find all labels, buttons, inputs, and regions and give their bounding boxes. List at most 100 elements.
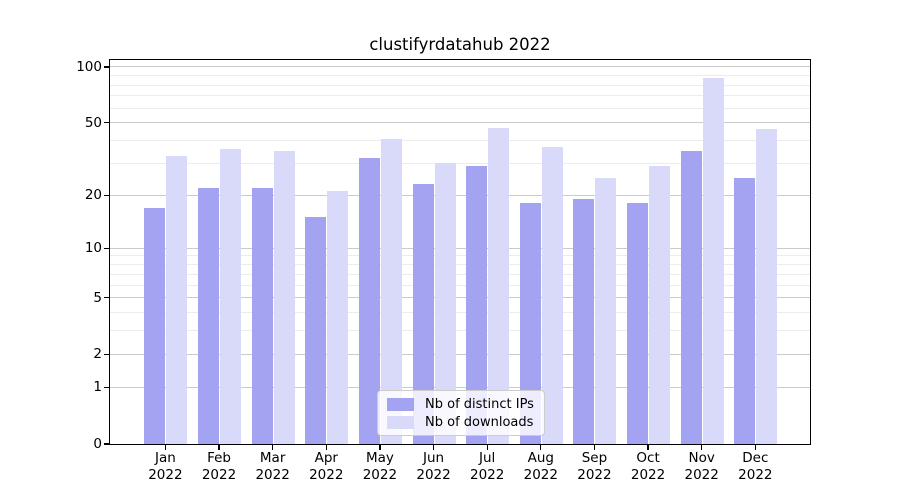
x-tick-label-may: May 2022 — [345, 450, 415, 483]
x-tick-year: 2022 — [738, 466, 773, 483]
y-tick-label-5: 5 — [93, 289, 102, 306]
legend-swatch-distinct-ips — [387, 397, 414, 411]
x-tick-month: Sep — [581, 450, 608, 466]
x-tick-month: Aug — [527, 450, 554, 466]
legend-swatch-downloads — [387, 415, 414, 429]
x-tick-month: May — [365, 450, 394, 466]
bar-downloads-jun — [434, 163, 456, 444]
bar-distinct-ips-may — [358, 158, 380, 444]
y-tick-10 — [104, 247, 110, 249]
bar-distinct-ips-apr — [305, 217, 327, 444]
bar-distinct-ips-dec — [734, 177, 756, 444]
x-tick-year: 2022 — [201, 466, 237, 483]
gridline-minor-40 — [110, 140, 810, 142]
legend: Nb of distinct IPs Nb of downloads — [377, 390, 545, 436]
x-tick-year: 2022 — [148, 466, 183, 483]
y-tick-label-20: 20 — [84, 187, 102, 204]
bar-downloads-may — [380, 138, 402, 444]
bar-downloads-nov — [702, 78, 724, 444]
bar-downloads-aug — [541, 146, 563, 444]
x-tick-year: 2022 — [577, 466, 612, 483]
y-tick-20 — [104, 194, 110, 196]
x-tick-month: Jan — [154, 450, 176, 466]
bar-distinct-ips-mar — [251, 187, 273, 444]
y-tick-50 — [104, 122, 110, 124]
x-tick-nov — [701, 445, 703, 450]
x-tick-month: Dec — [742, 450, 769, 466]
gridline-major-5 — [110, 297, 810, 299]
gridline-major-50 — [110, 122, 810, 124]
bar-distinct-ips-sep — [573, 199, 595, 444]
y-tick-label-1: 1 — [93, 379, 102, 396]
x-tick-label-oct: Oct 2022 — [613, 450, 683, 483]
x-tick-mar — [272, 445, 274, 450]
x-tick-label-jun: Jun 2022 — [399, 450, 469, 483]
x-tick-label-sep: Sep 2022 — [559, 450, 629, 483]
gridline-minor-80 — [110, 84, 810, 86]
gridline-minor-6 — [110, 284, 810, 286]
x-tick-month: Feb — [207, 450, 231, 466]
gridline-major-10 — [110, 247, 810, 249]
bar-downloads-feb — [220, 149, 242, 444]
x-tick-month: Mar — [259, 450, 286, 466]
y-tick-label-2: 2 — [93, 346, 102, 363]
x-tick-label-dec: Dec 2022 — [720, 450, 790, 483]
y-tick-label-10: 10 — [84, 240, 102, 257]
y-tick-label-0: 0 — [93, 436, 102, 452]
bar-distinct-ips-feb — [198, 187, 220, 444]
legend-entry-downloads: Nb of downloads — [387, 413, 535, 431]
x-tick-label-apr: Apr 2022 — [291, 450, 361, 483]
y-tick-1 — [104, 386, 110, 388]
x-tick-jul — [486, 445, 488, 450]
x-tick-year: 2022 — [523, 466, 558, 483]
x-tick-year: 2022 — [684, 466, 719, 483]
x-tick-year: 2022 — [630, 466, 666, 483]
gridline-minor-3 — [110, 330, 810, 332]
legend-label-distinct-ips: Nb of distinct IPs — [425, 396, 534, 412]
x-tick-label-jan: Jan 2022 — [130, 450, 200, 483]
y-tick-label-100: 100 — [76, 58, 102, 75]
gridline-minor-7 — [110, 273, 810, 275]
gridline-minor-4 — [110, 312, 810, 314]
gridline-major-20 — [110, 194, 810, 196]
x-tick-year: 2022 — [469, 466, 505, 483]
legend-entry-distinct-ips: Nb of distinct IPs — [387, 395, 535, 413]
gridline-minor-30 — [110, 162, 810, 164]
bar-distinct-ips-aug — [519, 203, 541, 444]
bar-distinct-ips-nov — [680, 151, 702, 444]
bar-distinct-ips-jun — [412, 184, 434, 444]
bar-downloads-apr — [327, 191, 349, 444]
x-tick-month: Oct — [636, 450, 660, 466]
bar-downloads-sep — [595, 177, 617, 444]
plot-area — [109, 59, 811, 445]
x-tick-dec — [754, 445, 756, 450]
x-tick-apr — [325, 445, 327, 450]
bar-downloads-jan — [166, 155, 188, 444]
bar-distinct-ips-oct — [627, 203, 649, 444]
x-tick-aug — [540, 445, 542, 450]
x-tick-year: 2022 — [416, 466, 451, 483]
y-tick-label-50: 50 — [84, 114, 102, 131]
x-tick-label-feb: Feb 2022 — [184, 450, 254, 483]
bar-downloads-oct — [649, 166, 671, 444]
legend-label-downloads: Nb of downloads — [425, 414, 534, 430]
gridline-minor-9 — [110, 255, 810, 257]
gridline-minor-90 — [110, 74, 810, 76]
x-tick-month: Jun — [423, 450, 445, 466]
x-tick-label-mar: Mar 2022 — [238, 450, 308, 483]
x-tick-month: Apr — [314, 450, 338, 466]
bar-downloads-mar — [273, 151, 295, 444]
gridline-minor-8 — [110, 264, 810, 265]
x-tick-year: 2022 — [362, 466, 398, 483]
x-tick-year: 2022 — [309, 466, 344, 483]
x-tick-may — [379, 445, 381, 450]
bar-distinct-ips-jul — [466, 166, 488, 444]
bar-downloads-dec — [756, 129, 778, 444]
gridline-minor-60 — [110, 107, 810, 109]
x-tick-feb — [218, 445, 220, 450]
x-tick-month: Nov — [688, 450, 715, 466]
x-tick-jan — [164, 445, 166, 450]
y-tick-100 — [104, 66, 110, 68]
gridline-major-100 — [110, 66, 810, 68]
